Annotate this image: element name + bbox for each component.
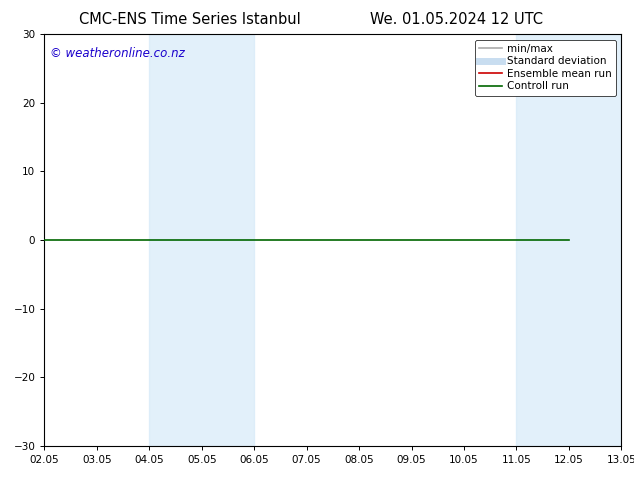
Legend: min/max, Standard deviation, Ensemble mean run, Controll run: min/max, Standard deviation, Ensemble me…	[475, 40, 616, 96]
Text: We. 01.05.2024 12 UTC: We. 01.05.2024 12 UTC	[370, 12, 543, 27]
Text: © weatheronline.co.nz: © weatheronline.co.nz	[50, 47, 185, 60]
Bar	[517, 34, 621, 446]
Text: CMC-ENS Time Series Istanbul: CMC-ENS Time Series Istanbul	[79, 12, 301, 27]
Bar	[149, 34, 254, 446]
